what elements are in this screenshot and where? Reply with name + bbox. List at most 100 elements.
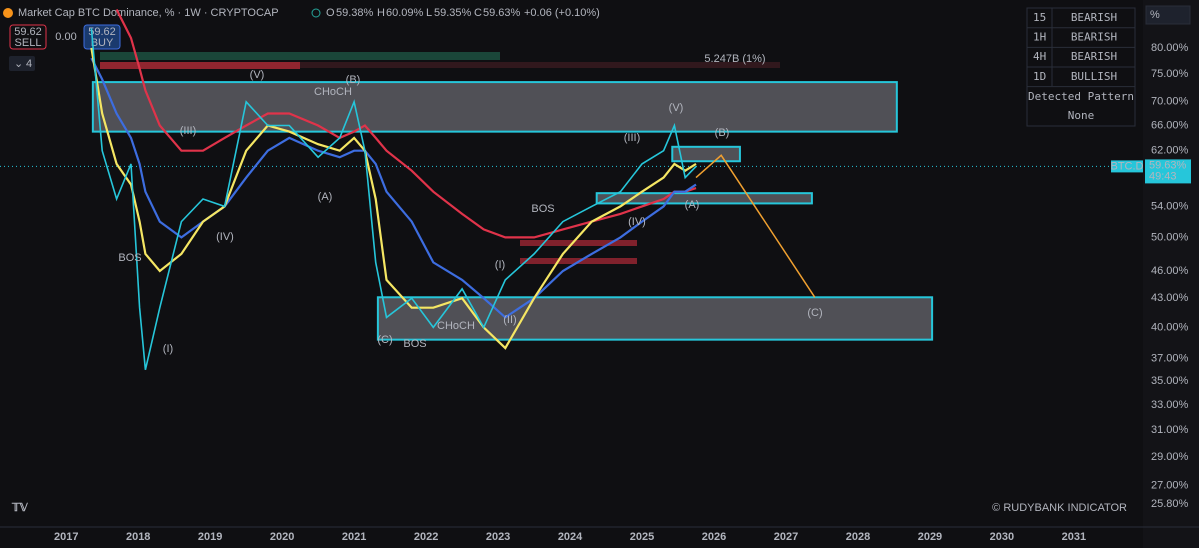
y-tick-label: 29.00% [1151,451,1189,463]
sell-label[interactable]: SELL [15,37,42,49]
status-icon [311,8,321,18]
price-tag-bg [1145,159,1191,184]
x-tick-label: 2024 [558,531,583,543]
annotation: (B) [715,127,730,139]
sell-price[interactable]: 59.62 [14,26,42,38]
x-tick-label: 2026 [702,531,726,543]
x-tick-label: 2028 [846,531,870,543]
annotation: BOS [531,203,554,215]
zone [671,145,741,163]
table-signal: BEARISH [1071,31,1117,44]
zone [376,296,934,341]
annotation: (I) [163,343,173,355]
x-tick-label: 2027 [774,531,798,543]
y-tick-label: 25.80% [1151,498,1189,510]
y-tick-label: 62.00% [1151,145,1189,157]
y-tick-label: 66.00% [1151,119,1189,131]
projection-line [695,154,816,298]
y-tick-label: 43.00% [1151,292,1189,304]
spread: 0.00 [55,31,76,43]
ohlc-value: 59.38% [336,7,374,19]
x-tick-label: 2020 [270,531,294,543]
table-signal: BEARISH [1071,11,1117,24]
table-signal: BULLISH [1071,70,1117,83]
annotation: (V) [669,102,684,114]
logo: 𝕋𝕍 [11,502,29,514]
profile-strip [100,62,300,69]
ohlc-value: 59.35% [434,7,472,19]
indicator-count[interactable]: 4 [26,58,32,70]
annotation: (IV) [628,216,646,228]
annotation: (B) [346,74,361,86]
price-axis-bg [1143,0,1199,548]
y-tick-label: 50.00% [1151,231,1189,243]
price-tag: 59.63% [1149,159,1187,171]
ohlc-key: L [426,7,432,19]
table-pattern-title: Detected Pattern [1028,90,1134,103]
buy-label[interactable]: BUY [91,37,114,49]
ohlc-key: C [474,7,482,19]
annotation: BOS [118,252,141,264]
ohlc-key: O [326,7,335,19]
x-tick-label: 2017 [54,531,78,543]
annotation: (V) [250,69,265,81]
scale-button[interactable] [1145,5,1191,25]
price-line [90,28,697,370]
x-tick-label: 2022 [414,531,438,543]
annotation: (IV) [216,231,234,243]
profile-strip [520,240,637,246]
x-tick-label: 2030 [990,531,1014,543]
ohlc-key: H [377,7,385,19]
annotation: BOS [403,338,426,350]
annotation: (III) [624,132,641,144]
x-tick-label: 2019 [198,531,222,543]
ohlc-value: 60.09% [386,7,424,19]
x-tick-label: 2029 [918,531,942,543]
profile-strip [100,52,500,60]
y-tick-label: 80.00% [1151,42,1189,54]
buy-price[interactable]: 59.62 [88,26,116,38]
annotation: (I) [495,259,505,271]
x-tick-label: 2021 [342,531,366,543]
annotation: (C) [807,307,822,319]
annotation: (III) [180,125,197,137]
table-pattern: None [1068,109,1095,122]
table-signal: BEARISH [1071,50,1117,63]
y-tick-label: 37.00% [1151,353,1189,365]
price-tag-symbol-bg [1111,160,1143,173]
annotation: 5.247B (1%) [704,53,765,65]
zone [595,192,813,205]
ohlc-change: +0.06 (+0.10%) [524,7,600,19]
annotation: (A) [318,191,333,203]
profile-strip [300,62,780,68]
y-tick-label: 40.00% [1151,321,1189,333]
price-tag-symbol: BTC.D [1111,160,1144,172]
indicator-toggle[interactable] [9,56,35,71]
table-timeframe: 15 [1033,11,1046,24]
x-tick-label: 2025 [630,531,654,543]
price-countdown: 49:43 [1149,170,1177,182]
y-tick-label: 70.00% [1151,96,1189,108]
y-tick-label: 27.00% [1151,480,1189,492]
y-tick-label: 46.00% [1151,265,1189,277]
y-tick-label: 31.00% [1151,424,1189,436]
watermark: © RUDYBANK INDICATOR [992,502,1127,514]
x-tick-label: 2031 [1062,531,1086,543]
y-tick-label: 75.00% [1151,68,1189,80]
indicator-chevron[interactable]: ⌄ [14,58,23,70]
moving-average [115,9,697,239]
chart-title: Market Cap BTC Dominance, % · 1W · CRYPT… [18,7,279,19]
table-timeframe: 1D [1033,70,1046,83]
x-tick-label: 2023 [486,531,510,543]
annotation: (II) [503,314,516,326]
symbol-icon [3,8,13,18]
sell-button[interactable] [9,24,47,50]
zone [91,81,898,133]
table-timeframe: 1H [1033,31,1046,44]
annotation: CHoCH [437,320,475,332]
scale-button-label[interactable]: % [1150,9,1160,21]
annotation: CHoCH [314,86,352,98]
